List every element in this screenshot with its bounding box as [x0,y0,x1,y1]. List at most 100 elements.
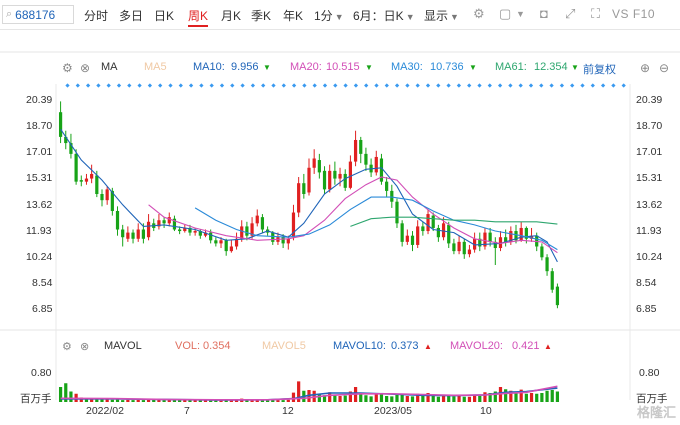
volume-bar [131,400,135,402]
ma10-label: MA10: [193,61,225,73]
event-marker [219,83,225,88]
close-icon[interactable]: ⊗ [80,61,91,75]
mavol10-label: MAVOL10: [333,340,386,352]
event-marker [261,83,266,88]
candle-body [79,180,83,182]
down-arrow-icon: ▼ [263,63,271,72]
volume-bar [100,399,104,402]
vol-axis-unit-right: 百万手 [636,393,668,405]
volume-bar [509,390,513,402]
event-marker [456,83,462,88]
candle-body [322,170,327,190]
event-marker [168,83,173,88]
tab-daily-k[interactable]: 日K [154,9,175,23]
ma10-value: 9.956 [231,61,259,73]
expand-icon[interactable]: ⤢ [565,6,576,21]
candle-body [540,246,544,258]
tab-monthly-k[interactable]: 月K [221,9,242,23]
close-icon[interactable]: ⊗ [80,341,90,353]
candle-body [229,246,233,252]
candle-body [131,232,135,239]
candle-body [504,237,508,242]
search-icon: ⌕ [6,8,13,20]
chevron-down-icon[interactable]: ▼ [516,9,525,19]
candle-body [167,217,171,224]
price-tick-right: 18.70 [636,120,663,133]
volume-bar [183,400,187,402]
event-marker [75,83,80,88]
price-tick-left: 20.39 [26,94,53,106]
volume-bar [121,400,125,402]
down-arrow-icon: ▼ [571,63,579,72]
candle-body [193,231,197,233]
candle-body [115,210,120,230]
minute-select[interactable]: 1分 ▼ [314,7,344,24]
tab-yearly-k[interactable]: 年K [283,9,304,23]
settings-icon[interactable]: ⚙ [473,6,485,21]
candle-body [178,229,182,232]
tab-quarterly-k[interactable]: 季K [251,9,272,23]
volume-bar [540,393,544,402]
volume-bar [514,392,518,402]
event-marker [65,83,70,88]
candle-body [74,153,78,182]
zoom-out-icon[interactable]: ⊖ [659,61,670,75]
candle-body [312,158,316,168]
price-tick-left: 17.01 [26,146,53,159]
candle-body [550,271,554,290]
event-marker [250,83,256,88]
display-select[interactable]: 显示 ▼ [424,7,459,24]
ma-name[interactable]: MA [101,61,118,73]
zoom-in-icon[interactable]: ⊕ [640,61,651,75]
candle-body [141,229,145,239]
volume-bar [550,390,554,402]
event-marker [230,83,235,88]
event-marker [353,83,359,88]
volume-bar [452,396,456,402]
vs-f10-link[interactable]: VS F10 [612,7,656,21]
volume-bar [436,396,440,402]
square-icon[interactable]: ▢ [499,6,512,21]
stock-code-input[interactable]: ⌕ 688176 [2,5,74,24]
event-marker [209,83,214,88]
fullscreen-icon[interactable]: ⛶ [591,6,601,21]
tab-multi-day[interactable]: 多日 [119,9,144,23]
price-tick-left: 11.93 [26,224,52,237]
price-tick-right: 6.85 [636,303,657,315]
x-label: 12 [282,405,294,417]
candle-body [250,223,254,236]
event-marker [343,83,348,88]
chart-toolbar: ⌕ 688176 分时 多日 日K 周K 月K 季K 年K 1分 ▼ 6月：日K ▼… [0,0,680,30]
volume-bar [400,394,404,402]
volume-bar [364,395,368,402]
candle-body [286,238,290,244]
volume-bar [146,399,151,402]
candle-body [441,223,446,238]
volume-bar [524,393,528,402]
vol-axis-unit-left: 百万手 [20,393,52,405]
candle-body [203,232,208,236]
tab-intraday[interactable]: 分时 [84,9,109,23]
mavol-name[interactable]: MAVOL [104,340,142,352]
gear-icon[interactable]: ⚙ [62,61,73,75]
event-marker [127,83,132,88]
price-tick-left: 15.31 [26,172,53,185]
adjust-select[interactable]: 前复权 [583,64,616,76]
volume-bar [193,400,197,402]
gear-icon[interactable]: ⚙ [62,341,72,353]
price-tick-right: 11.93 [636,224,662,237]
tab-weekly-k[interactable]: 周K [188,7,209,27]
volume-bar [167,399,171,402]
range-select[interactable]: 6月：日K ▼ [353,7,415,24]
camera-icon[interactable]: ◘ [540,6,548,21]
volume-bar [328,392,332,402]
event-marker [291,83,297,88]
volume-bar [126,399,130,402]
price-tick-right: 8.54 [636,276,657,289]
candle-body [395,201,399,224]
event-marker [497,83,503,88]
volume-bar [333,394,337,402]
candle-body [317,160,321,173]
event-marker [178,83,183,88]
